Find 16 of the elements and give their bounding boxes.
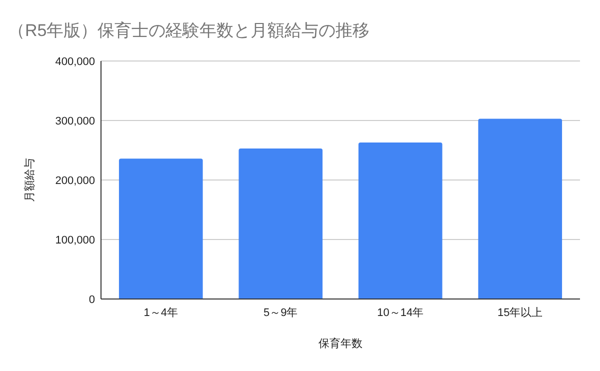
x-tick-label: 10～14年 <box>377 307 424 319</box>
x-axis-title: 保育年数 <box>318 337 362 350</box>
x-tick-label: 1～4年 <box>144 307 178 319</box>
x-tick-label: 5～9年 <box>264 307 298 319</box>
y-tick-label: 0 <box>88 294 95 306</box>
bar <box>478 118 562 299</box>
y-tick-label: 400,000 <box>55 56 95 68</box>
x-tick-label: 15年以上 <box>498 306 543 319</box>
y-tick-label: 100,000 <box>55 234 95 246</box>
y-tick-label: 200,000 <box>55 175 95 187</box>
y-axis-title: 月額給与 <box>23 158 36 202</box>
bar <box>358 142 442 299</box>
y-tick-label: 300,000 <box>55 116 95 128</box>
bar <box>118 158 203 299</box>
bar <box>238 148 323 299</box>
chart-title: （R5年版）保育士の経験年数と月額給与の推移 <box>8 21 370 40</box>
